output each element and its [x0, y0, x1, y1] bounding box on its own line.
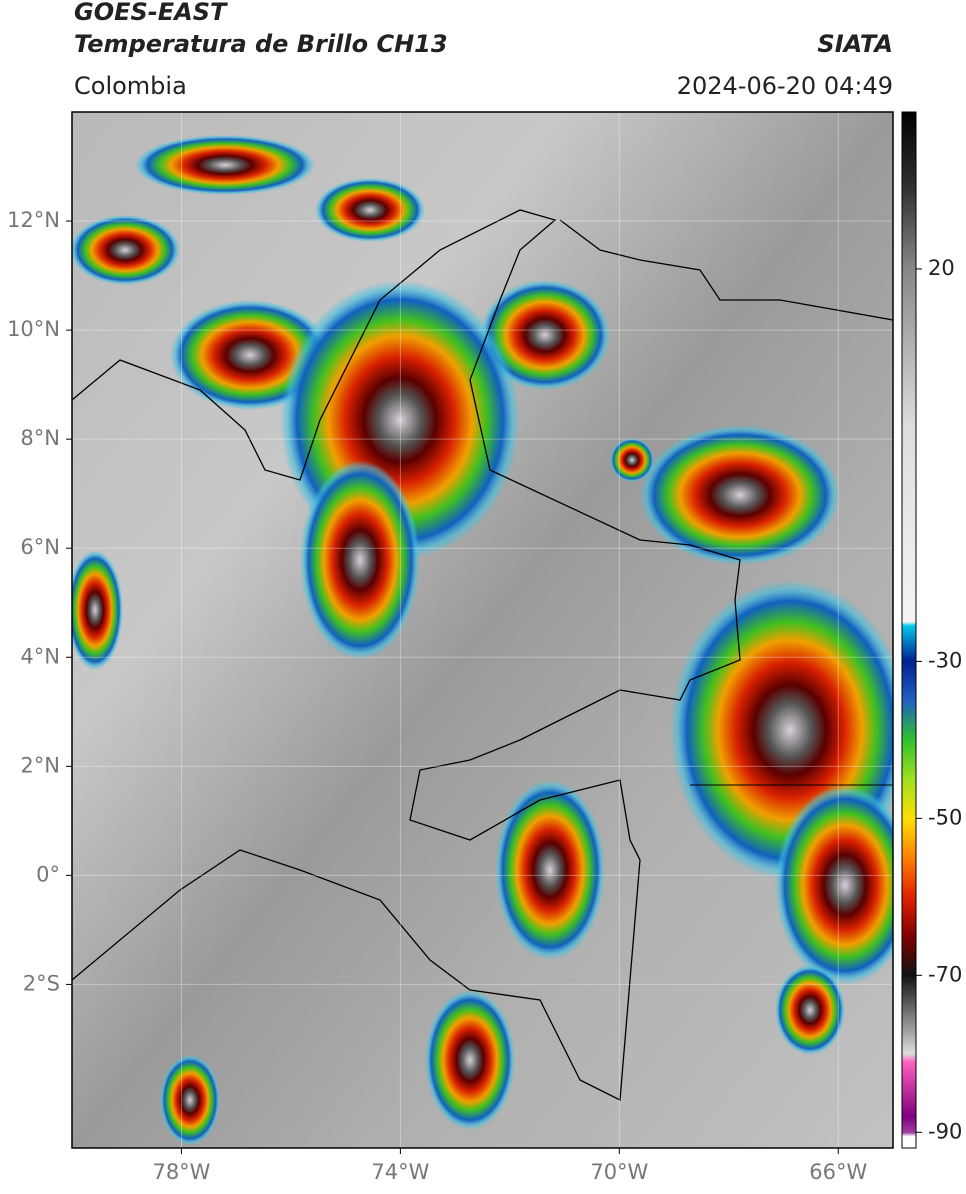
colorbar-label: -70 [928, 962, 962, 986]
y-tick-label: 0° [36, 862, 60, 886]
y-tick-label: 12°N [7, 208, 60, 232]
title: GOES-EAST [74, 0, 228, 26]
grid [72, 112, 893, 1148]
region: Colombia [74, 72, 187, 100]
x-tick-label: 78°W [152, 1160, 210, 1184]
colorbar-label: -50 [928, 805, 962, 829]
y-tick-label: 6°N [20, 535, 60, 559]
y-tick-label: 8°N [20, 426, 60, 450]
satellite-image [72, 112, 893, 1148]
x-tick-label: 70°W [590, 1160, 648, 1184]
timestamp: 2024-06-20 04:49 [677, 72, 893, 100]
x-tick-label: 66°W [809, 1160, 867, 1184]
y-tick-label: 2°S [23, 971, 60, 995]
x-tick-label: 74°W [371, 1160, 429, 1184]
colorbar-label: -90 [928, 1119, 962, 1143]
colorbar-label: -30 [928, 648, 962, 672]
map-frame [71, 111, 894, 1149]
subtitle: Temperatura de Brillo CH13 [74, 30, 448, 58]
y-tick-label: 4°N [20, 644, 60, 668]
colorbar-label: 20 [928, 256, 955, 280]
source: SIATA [817, 30, 893, 58]
y-tick-label: 10°N [7, 317, 60, 341]
y-tick-label: 2°N [20, 753, 60, 777]
colorbar [901, 111, 917, 1149]
